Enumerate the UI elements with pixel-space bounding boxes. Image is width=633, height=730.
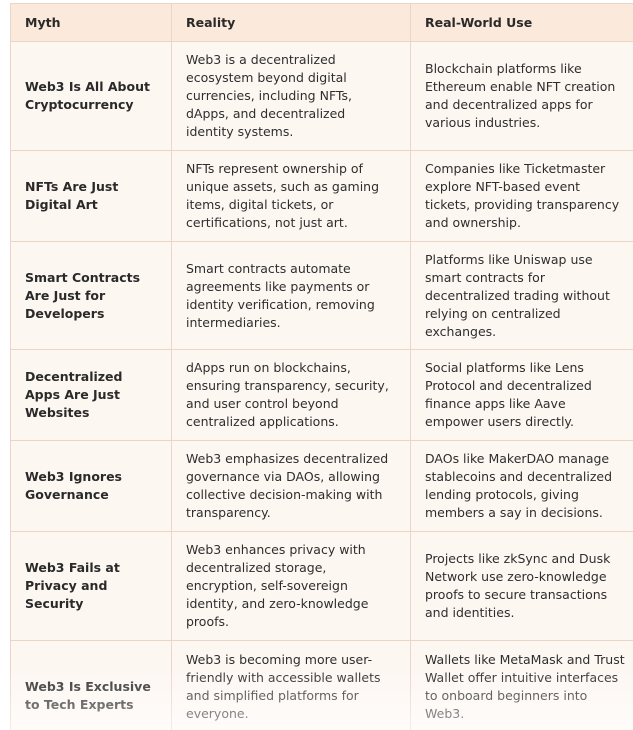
use-cell: Platforms like Uniswap use smart contrac… — [410, 241, 633, 350]
myth-cell: Smart Contracts Are Just for Developers — [10, 241, 172, 350]
table-row: Web3 Fails at Privacy and Security Web3 … — [10, 531, 633, 641]
reality-cell: Web3 is becoming more user-friendly with… — [171, 640, 411, 730]
myth-cell: Web3 Is All About Cryptocurrency — [10, 41, 172, 151]
reality-cell: Smart contracts automate agreements like… — [171, 241, 411, 350]
table-row: Web3 Is All About Cryptocurrency Web3 is… — [10, 41, 633, 151]
table-row: Web3 Is Exclusive to Tech Experts Web3 i… — [10, 640, 633, 730]
myth-cell: Decentralized Apps Are Just Websites — [10, 349, 172, 441]
header-myth: Myth — [10, 3, 172, 42]
table-row: Decentralized Apps Are Just Websites dAp… — [10, 349, 633, 441]
table-row: NFTs Are Just Digital Art NFTs represent… — [10, 150, 633, 242]
use-cell: DAOs like MakerDAO manage stablecoins an… — [410, 440, 633, 532]
myth-cell: Web3 Ignores Governance — [10, 440, 172, 532]
use-cell: Projects like zkSync and Dusk Network us… — [410, 531, 633, 641]
reality-cell: Web3 is a decentralized ecosystem beyond… — [171, 41, 411, 151]
use-cell: Companies like Ticketmaster explore NFT-… — [410, 150, 633, 242]
header-reality: Reality — [171, 3, 411, 42]
reality-cell: NFTs represent ownership of unique asset… — [171, 150, 411, 242]
myth-cell: Web3 Is Exclusive to Tech Experts — [10, 640, 172, 730]
use-cell: Blockchain platforms like Ethereum enabl… — [410, 41, 633, 151]
reality-cell: dApps run on blockchains, ensuring trans… — [171, 349, 411, 441]
reality-cell: Web3 emphasizes decentralized governance… — [171, 440, 411, 532]
table-row: Web3 Ignores Governance Web3 emphasizes … — [10, 440, 633, 532]
myth-cell: NFTs Are Just Digital Art — [10, 150, 172, 242]
myths-table: Myth Reality Real-World Use Web3 Is All … — [10, 3, 633, 730]
table-header-row: Myth Reality Real-World Use — [10, 3, 633, 42]
reality-cell: Web3 enhances privacy with decentralized… — [171, 531, 411, 641]
table-row: Smart Contracts Are Just for Developers … — [10, 241, 633, 350]
use-cell: Wallets like MetaMask and Trust Wallet o… — [410, 640, 633, 730]
header-real-world-use: Real-World Use — [410, 3, 633, 42]
myth-cell: Web3 Fails at Privacy and Security — [10, 531, 172, 641]
use-cell: Social platforms like Lens Protocol and … — [410, 349, 633, 441]
